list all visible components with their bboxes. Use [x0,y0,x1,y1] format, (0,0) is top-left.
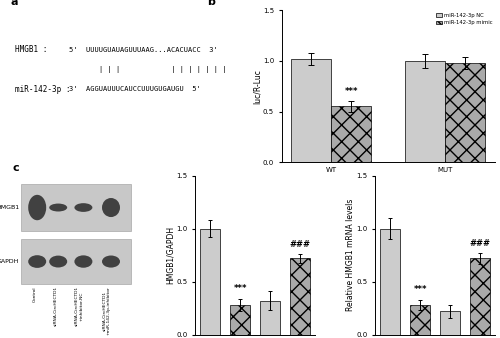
Text: siRNA-CircHECTD1: siRNA-CircHECTD1 [54,286,58,326]
Text: c: c [12,163,19,173]
Bar [21,184,132,231]
Bar [200,229,220,335]
Text: siRNA-CircHECTD1
+miR-142-3p-inhibitor: siRNA-CircHECTD1 +miR-142-3p-inhibitor [102,286,111,335]
Text: ***: *** [234,284,247,293]
Text: b: b [207,0,215,7]
Bar [230,305,250,335]
Text: | | |            | | | | | | |: | | | | | | | | | | [100,66,227,73]
Text: ***: *** [344,87,358,96]
Ellipse shape [74,255,92,268]
Text: siRNA-CircHECTD1
+inhibitor-NC: siRNA-CircHECTD1 +inhibitor-NC [75,286,84,326]
Bar [380,229,400,335]
Ellipse shape [102,256,120,268]
Bar [440,311,460,335]
Text: HMGB1: HMGB1 [0,205,19,210]
Y-axis label: HMGB1/GAPDH: HMGB1/GAPDH [166,226,174,284]
Ellipse shape [49,256,67,267]
Bar [260,301,280,335]
Y-axis label: luc/R-Luc: luc/R-Luc [252,69,262,104]
Bar [332,106,371,162]
Ellipse shape [102,198,120,217]
Text: HMGB1 :: HMGB1 : [15,45,48,54]
Text: GAPDH: GAPDH [0,259,19,264]
Text: 3'  AGGUAUUUCAUCCUUUGUGAUGU  5': 3' AGGUAUUUCAUCCUUUGUGAUGU 5' [70,86,201,92]
Bar [292,59,332,162]
Text: ###: ### [290,240,310,249]
Text: Control: Control [33,286,37,302]
Bar [21,239,132,284]
Y-axis label: Relative HMGB1 mRNA levels: Relative HMGB1 mRNA levels [346,199,354,311]
Bar [470,258,490,335]
Bar [410,305,430,335]
Text: ***: *** [414,285,427,294]
Ellipse shape [28,255,46,268]
Bar [406,61,446,162]
Text: ###: ### [470,239,490,248]
Bar [446,63,486,162]
Ellipse shape [28,195,46,220]
Legend: miR-142-3p NC, miR-142-3p mimic: miR-142-3p NC, miR-142-3p mimic [436,13,492,25]
Bar [290,258,310,335]
Ellipse shape [49,203,67,212]
Text: miR-142-3p :: miR-142-3p : [15,85,70,94]
Ellipse shape [74,203,92,212]
Text: a: a [10,0,18,7]
Text: 5'  UUUUGUAUAGUUUAAG...ACACUACC  3': 5' UUUUGUAUAGUUUAAG...ACACUACC 3' [70,47,218,53]
